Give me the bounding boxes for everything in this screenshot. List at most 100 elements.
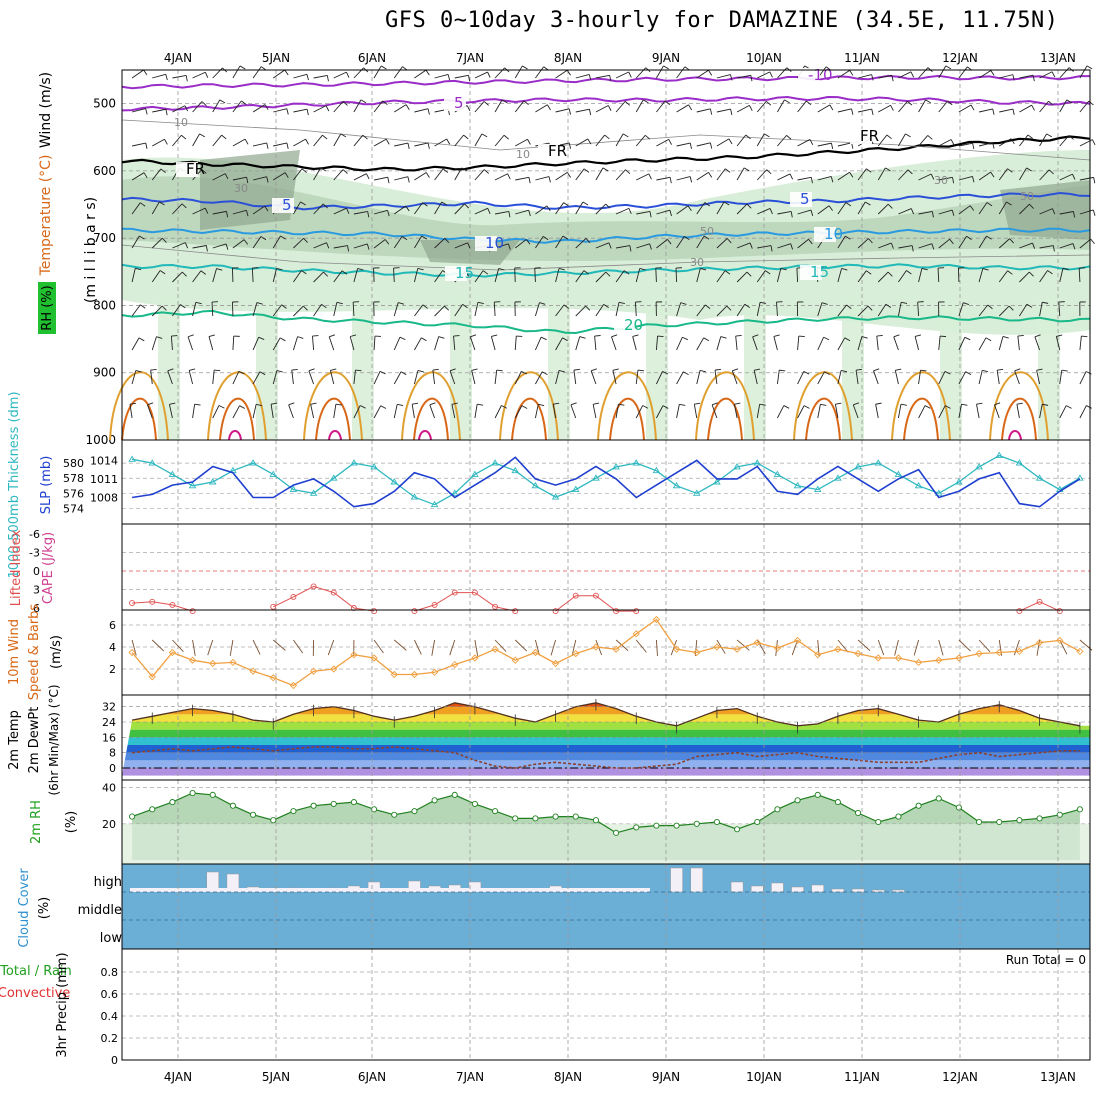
upper-wind-barb (857, 305, 869, 317)
wind-barb (571, 639, 577, 656)
wind-speed-point (330, 665, 338, 673)
upper-wind-barb (998, 270, 1008, 283)
upper-wind-barb (575, 74, 590, 79)
contour-label-17: 15 (810, 263, 829, 281)
upper-wind-barb (595, 105, 609, 113)
upper-wind-barb-flag (462, 304, 468, 309)
upper-wind-barb (676, 404, 680, 419)
x-tick-label-top-5: 9JAN (652, 51, 680, 65)
upper-wind-barb-flag (444, 305, 450, 311)
lifted-index-point (613, 608, 620, 615)
upper-wind-barb (797, 238, 809, 249)
upper-wind-barb-flag (887, 203, 893, 209)
upper-wind-barb-flag (199, 133, 206, 138)
upper-wind-barb (756, 133, 765, 147)
upper-wind-barb-flag (585, 305, 591, 311)
upper-wind-barb-flag (1081, 335, 1088, 338)
upper-wind-barb-flag (226, 211, 229, 218)
upper-wind-barb-flag (508, 243, 511, 250)
contour-label-3: 10 (485, 234, 504, 252)
precip-ytick-3: 0.6 (101, 988, 119, 1001)
contour-label-8: 30 (934, 174, 948, 187)
upper-wind-barb-flag (1006, 201, 1012, 206)
upper-wind-barb (131, 304, 141, 317)
thickness-point (995, 451, 1004, 459)
upper-wind-barb-flag (849, 70, 854, 76)
contour-label-bg-16 (445, 266, 467, 281)
temp-band-4 (122, 737, 1090, 745)
upper-wind-barb-flag (266, 142, 269, 149)
upper-wind-barb (1059, 99, 1068, 113)
upper-wind-barb (293, 270, 302, 283)
upper-wind-barb-flag (308, 368, 315, 372)
dark-orange-contour-1 (219, 397, 255, 441)
thickness-point (672, 481, 681, 489)
upper-wind-barb-flag (241, 100, 247, 105)
upper-wind-barb-flag (284, 172, 289, 178)
upper-wind-barb (534, 404, 539, 419)
upper-wind-barb-flag (764, 133, 770, 138)
upper-wind-barb-flag (949, 238, 954, 245)
upper-wind-barb (756, 302, 761, 317)
upper-wind-barb-flag (589, 109, 592, 116)
rh-point (270, 817, 277, 824)
upper-wind-barb (192, 270, 202, 283)
upper-wind-barb (918, 268, 923, 283)
upper-wind-barb-flag (628, 71, 632, 78)
upper-wind-barb (1019, 303, 1028, 317)
upper-wind-barb-flag (986, 202, 993, 207)
thickness-point (793, 481, 802, 489)
upper-wind-barb (434, 138, 447, 147)
upper-wind-barb (1059, 268, 1064, 283)
upper-wind-barb-flag (766, 169, 772, 175)
upper-wind-barb-flag (1026, 167, 1032, 172)
upper-wind-barb-flag (181, 271, 187, 277)
upper-wind-barb (635, 268, 641, 283)
upper-wind-barb-flag (924, 405, 931, 409)
upper-wind-barb (635, 135, 646, 147)
upper-wind-barb-flag (384, 239, 390, 245)
upper-wind-barb (514, 405, 523, 419)
upper-wind-barb-flag (1061, 369, 1068, 372)
upper-wind-barb-flag (583, 270, 590, 275)
upper-wind-barb (1059, 135, 1070, 147)
upper-wind-barb (736, 167, 745, 181)
upper-wind-barb-flag (700, 268, 707, 271)
upper-wind-barb (474, 404, 478, 419)
upper-wind-barb (373, 336, 376, 351)
upper-wind-barb-flag (461, 167, 468, 172)
slp-ytick-1: 1011 (90, 473, 118, 486)
cloud-high-bar (791, 886, 804, 893)
upper-air-ytick-1: 600 (93, 164, 116, 178)
upper-wind-barb-flag (306, 74, 309, 81)
contour-label-9: 5 (282, 196, 292, 214)
upper-wind-barb-flag (789, 173, 794, 180)
upper-wind-barb (736, 134, 747, 147)
temp-contour-2 (121, 135, 1091, 172)
upper-wind-barb-flag (417, 370, 424, 373)
upper-wind-barb (676, 337, 683, 351)
rh-contour-30 (121, 244, 1091, 271)
upper-wind-barb (1019, 104, 1032, 113)
upper-wind-barb-flag (441, 201, 448, 206)
thickness-point (632, 459, 641, 466)
dark-orange-contour-7 (805, 397, 841, 441)
wind-barb (327, 639, 335, 656)
upper-wind-barb (1079, 371, 1087, 385)
upper-wind-barb-flag (366, 243, 370, 250)
upper-wind-barb (272, 370, 278, 385)
upper-wind-barb (349, 336, 355, 351)
upper-wind-barb (353, 173, 367, 181)
upper-wind-barb (656, 405, 664, 419)
upper-wind-barb-flag (779, 369, 786, 372)
upper-wind-barb (212, 210, 227, 215)
upper-wind-barb-flag (139, 235, 145, 240)
wind-speed-point (148, 673, 156, 681)
upper-wind-barb-flag (150, 368, 157, 371)
upper-wind-barb-flag (145, 108, 148, 115)
upper-wind-barb (696, 235, 705, 249)
upper-wind-barb (736, 203, 748, 215)
upper-wind-barb (918, 370, 921, 385)
upper-wind-barb-flag (276, 370, 283, 373)
upper-wind-barb-flag (873, 368, 880, 372)
